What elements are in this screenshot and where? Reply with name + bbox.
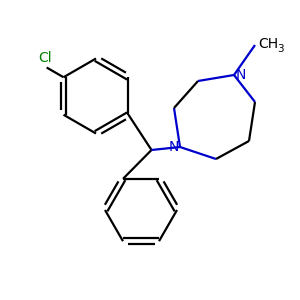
Text: N: N bbox=[168, 140, 178, 154]
Text: 3: 3 bbox=[278, 44, 284, 54]
Text: Cl: Cl bbox=[38, 51, 52, 65]
Text: CH: CH bbox=[259, 37, 279, 50]
Text: N: N bbox=[236, 68, 246, 82]
